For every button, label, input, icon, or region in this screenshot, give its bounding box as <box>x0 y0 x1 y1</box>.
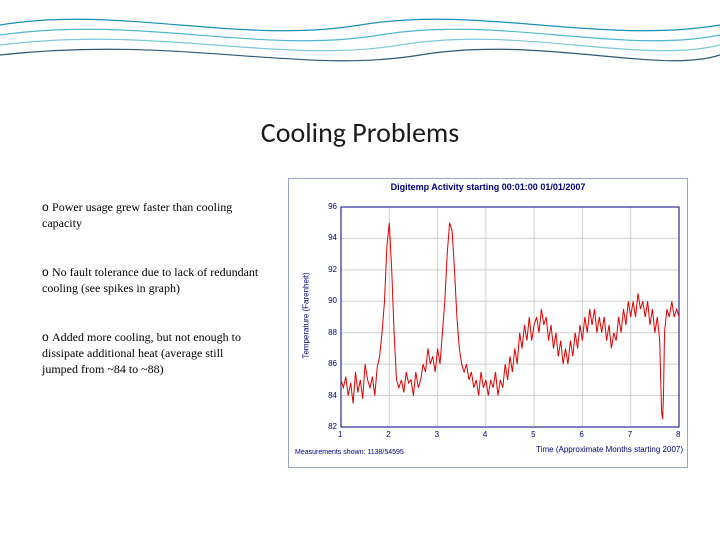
bullet-text: Power usage grew faster than cooling cap… <box>42 200 232 230</box>
y-tick-label: 92 <box>328 265 337 274</box>
bullet-text: Added more cooling, but not enough to di… <box>42 330 241 375</box>
y-tick-label: 86 <box>328 359 337 368</box>
x-tick-label: 2 <box>386 430 390 439</box>
bullet-item: o Added more cooling, but not enough to … <box>42 330 262 377</box>
bullet-marker: o <box>42 265 52 279</box>
bullet-item: o Power usage grew faster than cooling c… <box>42 200 262 231</box>
chart-title: Digitemp Activity starting 00:01:00 01/0… <box>289 179 687 192</box>
y-tick-label: 82 <box>328 422 337 431</box>
temperature-chart: Digitemp Activity starting 00:01:00 01/0… <box>288 178 688 468</box>
x-tick-label: 3 <box>435 430 439 439</box>
y-tick-label: 88 <box>328 328 337 337</box>
slide-title: Cooling Problems <box>0 115 720 150</box>
y-axis-label: Temperature (Farenheit) <box>302 251 311 381</box>
x-tick-label: 6 <box>579 430 583 439</box>
y-tick-label: 96 <box>328 202 337 211</box>
y-tick-label: 90 <box>328 296 337 305</box>
bullet-item: o No fault tolerance due to lack of redu… <box>42 265 262 296</box>
x-axis-label: Time (Approximate Months starting 2007) <box>536 445 683 454</box>
x-tick-label: 8 <box>676 430 680 439</box>
bullet-marker: o <box>42 200 52 214</box>
bullet-text: No fault tolerance due to lack of redund… <box>42 265 258 295</box>
x-tick-label: 5 <box>531 430 535 439</box>
bullet-list: o Power usage grew faster than cooling c… <box>42 200 262 411</box>
measurements-label: Measurements shown: 1138/54595 <box>295 449 404 456</box>
bullet-marker: o <box>42 330 52 344</box>
header-wave-decoration <box>0 0 720 90</box>
x-tick-label: 1 <box>338 430 342 439</box>
y-tick-label: 94 <box>328 233 337 242</box>
y-tick-label: 84 <box>328 391 337 400</box>
x-tick-label: 4 <box>483 430 487 439</box>
x-tick-label: 7 <box>628 430 632 439</box>
